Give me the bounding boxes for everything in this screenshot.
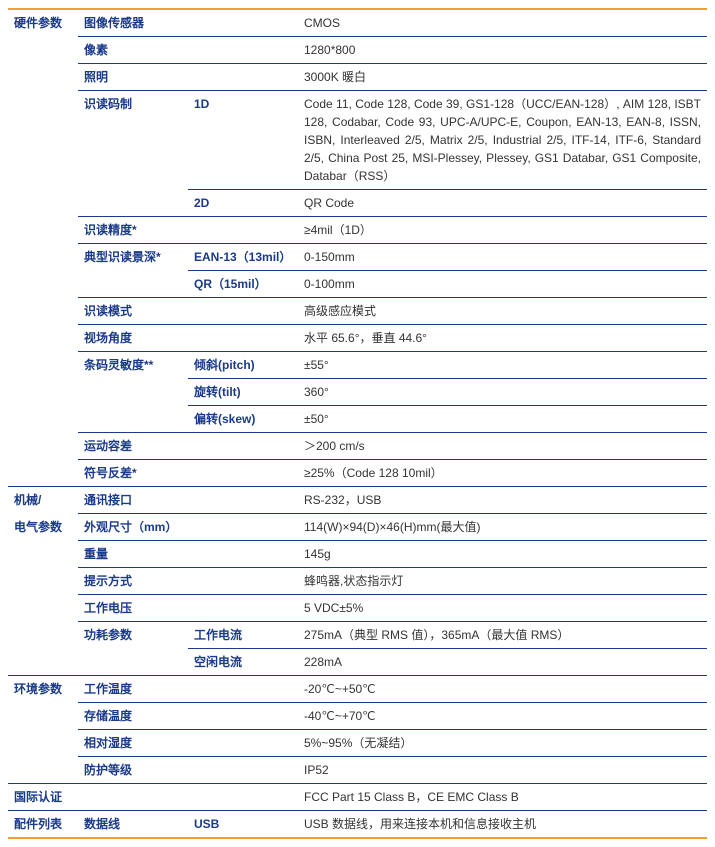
- label-dof: 典型识读景深*: [78, 244, 188, 271]
- value-weight: 145g: [298, 541, 707, 568]
- label-voltage: 工作电压: [78, 595, 188, 622]
- label-power: 功耗参数: [78, 622, 188, 649]
- value-image-sensor: CMOS: [298, 9, 707, 37]
- sub-qr: QR（15mil）: [188, 271, 298, 298]
- value-cert: FCC Part 15 Class B，CE EMC Class B: [298, 784, 707, 811]
- value-mode: 高级感应模式: [298, 298, 707, 325]
- label-motion: 运动容差: [78, 433, 188, 460]
- category-accessories: 配件列表: [8, 811, 78, 839]
- label-optemp: 工作温度: [78, 676, 188, 703]
- value-humidity: 5%~95%（无凝结）: [298, 730, 707, 757]
- value-indicator: 蜂鸣器,状态指示灯: [298, 568, 707, 595]
- value-skew: ±50°: [298, 406, 707, 433]
- value-interface: RS-232，USB: [298, 487, 707, 514]
- value-qr: 0-100mm: [298, 271, 707, 298]
- category-mech1: 机械/: [8, 487, 78, 514]
- label-sensitivity: 条码灵敏度**: [78, 352, 188, 379]
- label-cable: 数据线: [78, 811, 188, 839]
- value-1d: Code 11, Code 128, Code 39, GS1-128（UCC/…: [298, 91, 707, 190]
- label-indicator: 提示方式: [78, 568, 188, 595]
- value-idle-current: 228mA: [298, 649, 707, 676]
- value-cable: USB 数据线，用来连接本机和信息接收主机: [298, 811, 707, 839]
- label-illumination: 照明: [78, 64, 188, 91]
- sub-work-current: 工作电流: [188, 622, 298, 649]
- sub-2d: 2D: [188, 190, 298, 217]
- value-precision: ≥4mil（1D）: [298, 217, 707, 244]
- value-ean13: 0-150mm: [298, 244, 707, 271]
- label-dimensions: 外观尺寸（mm）: [78, 514, 188, 541]
- value-illumination: 3000K 暖白: [298, 64, 707, 91]
- value-contrast: ≥25%（Code 128 10mil）: [298, 460, 707, 487]
- category-cert: 国际认证: [8, 784, 78, 811]
- sub-usb: USB: [188, 811, 298, 839]
- value-dimensions: 114(W)×94(D)×46(H)mm(最大值): [298, 514, 707, 541]
- value-tilt: 360°: [298, 379, 707, 406]
- value-work-current: 275mA（典型 RMS 值），365mA（最大值 RMS）: [298, 622, 707, 649]
- label-contrast: 符号反差*: [78, 460, 188, 487]
- sub-idle-current: 空闲电流: [188, 649, 298, 676]
- sub-1d: 1D: [188, 91, 298, 190]
- sub-tilt: 旋转(tilt): [188, 379, 298, 406]
- category-env: 环境参数: [8, 676, 78, 703]
- value-optemp: -20℃~+50℃: [298, 676, 707, 703]
- label-interface: 通讯接口: [78, 487, 188, 514]
- category-hardware: 硬件参数: [8, 9, 78, 37]
- label-humidity: 相对湿度: [78, 730, 188, 757]
- category-mech2: 电气参数: [8, 514, 78, 541]
- label-fov: 视场角度: [78, 325, 188, 352]
- value-voltage: 5 VDC±5%: [298, 595, 707, 622]
- label-image-sensor: 图像传感器: [78, 9, 188, 37]
- label-precision: 识读精度*: [78, 217, 188, 244]
- sub-ean13: EAN-13（13mil）: [188, 244, 298, 271]
- label-mode: 识读模式: [78, 298, 188, 325]
- value-2d: QR Code: [298, 190, 707, 217]
- value-storetemp: -40℃~+70℃: [298, 703, 707, 730]
- label-ip: 防护等级: [78, 757, 188, 784]
- sub-skew: 偏转(skew): [188, 406, 298, 433]
- label-storetemp: 存储温度: [78, 703, 188, 730]
- sub-pitch: 倾斜(pitch): [188, 352, 298, 379]
- spec-table: 硬件参数 图像传感器 CMOS 像素 1280*800 照明 3000K 暖白 …: [8, 8, 707, 839]
- label-weight: 重量: [78, 541, 188, 568]
- label-decode: 识读码制: [78, 91, 188, 190]
- value-fov: 水平 65.6°，垂直 44.6°: [298, 325, 707, 352]
- label-pixels: 像素: [78, 37, 188, 64]
- value-pixels: 1280*800: [298, 37, 707, 64]
- value-motion: ＞200 cm/s: [298, 433, 707, 460]
- value-pitch: ±55°: [298, 352, 707, 379]
- value-ip: IP52: [298, 757, 707, 784]
